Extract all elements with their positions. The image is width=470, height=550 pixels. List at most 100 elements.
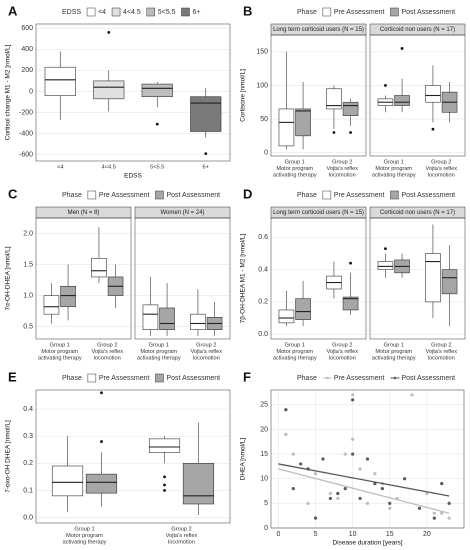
point [358,467,362,471]
outlier [384,84,387,87]
x-axis-label: EDSS [124,173,142,180]
y-tick-label: 0 [264,149,268,156]
legend-label: Pre Assessment [99,192,150,199]
box [142,304,159,330]
box [377,261,394,270]
panel-letter: F [243,369,251,384]
x-tick-label: Motor program [140,349,177,355]
panel-border [369,217,466,340]
legend-key [390,190,399,200]
point [447,516,451,520]
x-tick-label: Group 2 [431,159,451,165]
x-tick-label: 0 [276,531,280,538]
legend-title: Phase [297,9,317,16]
box [93,80,125,100]
y-tick-label: 20 [260,426,268,433]
x-tick-label: Group 2 [171,526,191,532]
legend-label: <4 [98,9,106,16]
x-tick-label: Motor program [375,349,412,355]
facet-title: Long term corticoid users (N = 15) [273,210,364,216]
point [447,501,451,505]
x-tick-label: <4 [57,164,63,170]
y-tick-label: 0.0 [23,514,33,521]
y-tick-label: 0.6 [258,234,268,241]
x-tick-label: locomotion [428,172,455,178]
legend-label: Post Assessment [401,192,455,199]
box [190,96,222,132]
outlier [384,247,387,251]
legend-label: Pre Assessment [334,375,385,382]
y-tick-label: 600 [21,25,33,32]
x-tick-label: Group 1 [149,342,169,348]
x-tick-label: Group 1 [285,342,305,348]
y-tick-label: 1.5 [23,261,33,268]
facet-title: Women (N = 24) [160,210,204,216]
facet-title: Corticoid non users (N = 17) [380,210,455,216]
x-tick-label: Motor program [66,533,103,539]
y-tick-label: 0 [264,525,268,532]
legend-label: Post Assessment [401,375,455,382]
panel-border [270,34,367,157]
box [441,269,458,295]
point [291,486,295,491]
point [306,501,310,505]
x-tick-label: 10 [349,531,357,538]
point [440,511,444,515]
legend-title: EDSS [62,9,81,16]
point [313,516,318,520]
legend-label: 5<5.5 [158,9,176,16]
point [284,432,288,436]
y-tick-label: 0.1 [23,487,33,494]
y-tick-label: -600 [19,152,33,159]
box [394,95,410,106]
box [43,295,60,315]
facet-title: Corticoid non users (N = 17) [380,27,455,33]
x-tick-label: Vojta's reflex [326,166,358,172]
point [351,398,355,402]
legend-key [322,7,332,17]
legend-key [390,7,399,17]
panel-border [369,34,466,157]
x-tick-label: Group 2 [332,159,352,165]
trend-line [278,463,450,497]
point [351,393,355,397]
point [351,452,355,456]
y-axis-label: Cortisone [nmol/L] [240,69,247,122]
y-tick-label: -200 [19,109,33,116]
outlier [155,122,159,126]
x-tick-label: activating therapy [372,172,416,178]
x-tick-label: Vojta's reflex [166,533,198,539]
x-tick-label: activating therapy [63,539,107,545]
outlier [163,475,166,479]
x-tick-label: Group 1 [50,342,70,348]
y-tick-label: 0.0 [258,331,268,338]
x-tick-label: Vojta's reflex [425,349,457,355]
box [148,438,181,453]
point [403,477,407,481]
point [440,482,444,486]
y-tick-label: 150 [256,49,268,56]
legend-key [326,376,329,380]
x-tick-label: activating therapy [273,355,317,361]
x-tick-label: locomotion [428,355,455,361]
x-axis-label: Disease duration [years] [332,540,402,547]
outlier [349,131,352,134]
box [342,101,359,116]
x-tick-label: locomotion [168,539,195,545]
x-tick-label: 20 [423,531,431,538]
legend-key [146,7,156,17]
panel-letter: E [8,369,17,384]
legend-key [155,190,164,200]
outlier [400,47,404,50]
point [373,472,377,476]
x-tick-label: locomotion [193,355,220,361]
point [343,486,347,491]
point [358,496,362,501]
legend-key [86,7,96,17]
point [425,491,429,496]
box [278,108,295,147]
legend-title: Phase [62,192,82,199]
x-tick-label: Motor program [41,349,78,355]
box [60,285,76,308]
x-tick-label: Group 1 [384,342,404,348]
